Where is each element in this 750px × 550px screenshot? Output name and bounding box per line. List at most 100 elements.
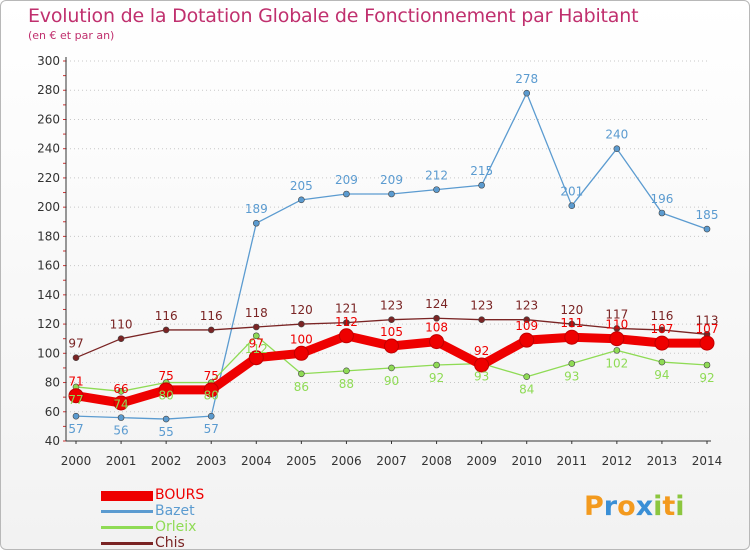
y-tick-label: 180 bbox=[37, 229, 60, 243]
data-point-bours bbox=[203, 382, 219, 398]
data-label-orleix: 74 bbox=[113, 397, 128, 411]
data-label-bazet: 201 bbox=[560, 185, 583, 199]
data-label-chis: 120 bbox=[560, 303, 583, 317]
data-point-bours bbox=[158, 382, 174, 398]
data-point-bours bbox=[429, 334, 445, 350]
x-tick-label: 2001 bbox=[106, 454, 137, 468]
y-tick-label: 140 bbox=[37, 288, 60, 302]
x-tick-label: 2011 bbox=[557, 454, 588, 468]
data-label-orleix: 102 bbox=[605, 356, 628, 370]
data-label-orleix: 92 bbox=[699, 371, 714, 385]
logo-letter: o bbox=[617, 491, 636, 522]
legend-label-orleix: Orleix bbox=[155, 519, 197, 535]
x-tick-label: 2003 bbox=[196, 454, 227, 468]
data-point-bazet bbox=[72, 412, 80, 420]
y-tick-label: 260 bbox=[37, 112, 60, 126]
data-point-bazet bbox=[478, 181, 485, 189]
legend-item-bours: BOURS bbox=[101, 487, 301, 503]
data-point-chis bbox=[658, 326, 666, 334]
data-point-bazet bbox=[117, 414, 125, 421]
y-tick-label: 120 bbox=[37, 317, 60, 331]
legend-label-bours: BOURS bbox=[155, 487, 205, 503]
proxiti-logo: Proxiti bbox=[584, 491, 685, 522]
data-label-chis: 123 bbox=[470, 299, 493, 313]
y-tick-label: 300 bbox=[37, 54, 60, 68]
chart-subtitle: (en € et par an) bbox=[28, 29, 115, 42]
data-point-bazet bbox=[162, 415, 170, 423]
data-point-bours bbox=[113, 395, 129, 411]
data-label-chis: 97 bbox=[68, 337, 83, 351]
data-point-bazet bbox=[298, 196, 305, 204]
x-tick-label: 2010 bbox=[511, 454, 542, 468]
data-label-bazet: 57 bbox=[204, 422, 219, 436]
data-label-bazet: 189 bbox=[245, 202, 268, 216]
data-point-bours bbox=[248, 350, 264, 366]
data-point-orleix bbox=[703, 361, 711, 369]
data-label-bours: 97 bbox=[249, 337, 264, 351]
legend-item-bazet: Bazet bbox=[101, 503, 301, 519]
data-point-bazet bbox=[613, 145, 621, 152]
data-label-chis: 124 bbox=[425, 297, 448, 311]
data-label-bours: 75 bbox=[159, 369, 174, 383]
data-label-bours: 107 bbox=[650, 322, 673, 336]
data-point-bazet bbox=[343, 190, 350, 198]
data-point-chis bbox=[207, 326, 215, 334]
data-point-bazet bbox=[703, 225, 711, 233]
data-label-chis: 123 bbox=[515, 299, 538, 313]
data-point-orleix bbox=[658, 358, 666, 366]
data-label-bazet: 209 bbox=[335, 173, 358, 187]
x-tick-label: 2002 bbox=[151, 454, 182, 468]
data-label-orleix: 84 bbox=[519, 383, 534, 397]
legend: BOURS Bazet Orleix Chis bbox=[101, 487, 301, 549]
data-label-bours: 107 bbox=[696, 322, 719, 336]
data-point-bazet bbox=[388, 190, 395, 198]
data-label-orleix: 88 bbox=[339, 377, 354, 391]
data-label-orleix: 94 bbox=[654, 368, 669, 382]
data-point-orleix bbox=[388, 364, 395, 372]
data-point-orleix bbox=[343, 367, 350, 375]
x-tick-label: 2014 bbox=[692, 454, 723, 468]
logo-letter: i bbox=[653, 491, 663, 522]
data-point-chis bbox=[568, 320, 576, 328]
data-label-bours: 100 bbox=[290, 332, 313, 346]
data-point-chis bbox=[388, 316, 395, 323]
data-label-bazet: 278 bbox=[515, 72, 538, 86]
data-label-bazet: 215 bbox=[470, 164, 493, 178]
data-label-chis: 116 bbox=[200, 309, 223, 323]
data-point-chis bbox=[343, 319, 350, 326]
chart-title: Evolution de la Dotation Globale de Fonc… bbox=[28, 5, 639, 27]
data-label-bours: 75 bbox=[204, 369, 219, 383]
y-tick-label: 40 bbox=[45, 434, 60, 448]
data-label-orleix: 80 bbox=[204, 389, 219, 403]
data-point-bours bbox=[338, 328, 354, 344]
data-point-bazet bbox=[523, 89, 531, 97]
x-tick-label: 2005 bbox=[286, 454, 317, 468]
legend-item-chis: Chis bbox=[101, 535, 301, 549]
data-label-orleix: 80 bbox=[159, 389, 174, 403]
data-label-bours: 112 bbox=[335, 315, 358, 329]
data-point-chis bbox=[523, 316, 531, 323]
logo-letter: t bbox=[662, 491, 676, 522]
data-label-orleix: 90 bbox=[384, 374, 399, 388]
data-label-chis: 118 bbox=[245, 306, 268, 320]
data-point-bazet bbox=[252, 219, 260, 227]
x-tick-label: 2004 bbox=[241, 454, 272, 468]
data-point-orleix bbox=[117, 388, 125, 395]
data-label-orleix: 92 bbox=[429, 371, 444, 385]
data-label-chis: 116 bbox=[650, 309, 673, 323]
y-tick-label: 160 bbox=[37, 259, 60, 273]
y-tick-label: 100 bbox=[37, 346, 60, 360]
data-label-bours: 111 bbox=[560, 316, 583, 330]
data-point-bours bbox=[519, 332, 535, 348]
logo-letter: x bbox=[635, 491, 654, 522]
data-label-bours: 71 bbox=[68, 375, 83, 389]
x-tick-label: 2013 bbox=[647, 454, 678, 468]
legend-item-orleix: Orleix bbox=[101, 519, 301, 535]
data-label-bazet: 205 bbox=[290, 179, 313, 193]
data-point-chis bbox=[478, 316, 485, 323]
data-label-orleix: 86 bbox=[294, 380, 309, 394]
data-label-chis: 113 bbox=[696, 313, 719, 327]
data-label-bazet: 209 bbox=[380, 173, 403, 187]
